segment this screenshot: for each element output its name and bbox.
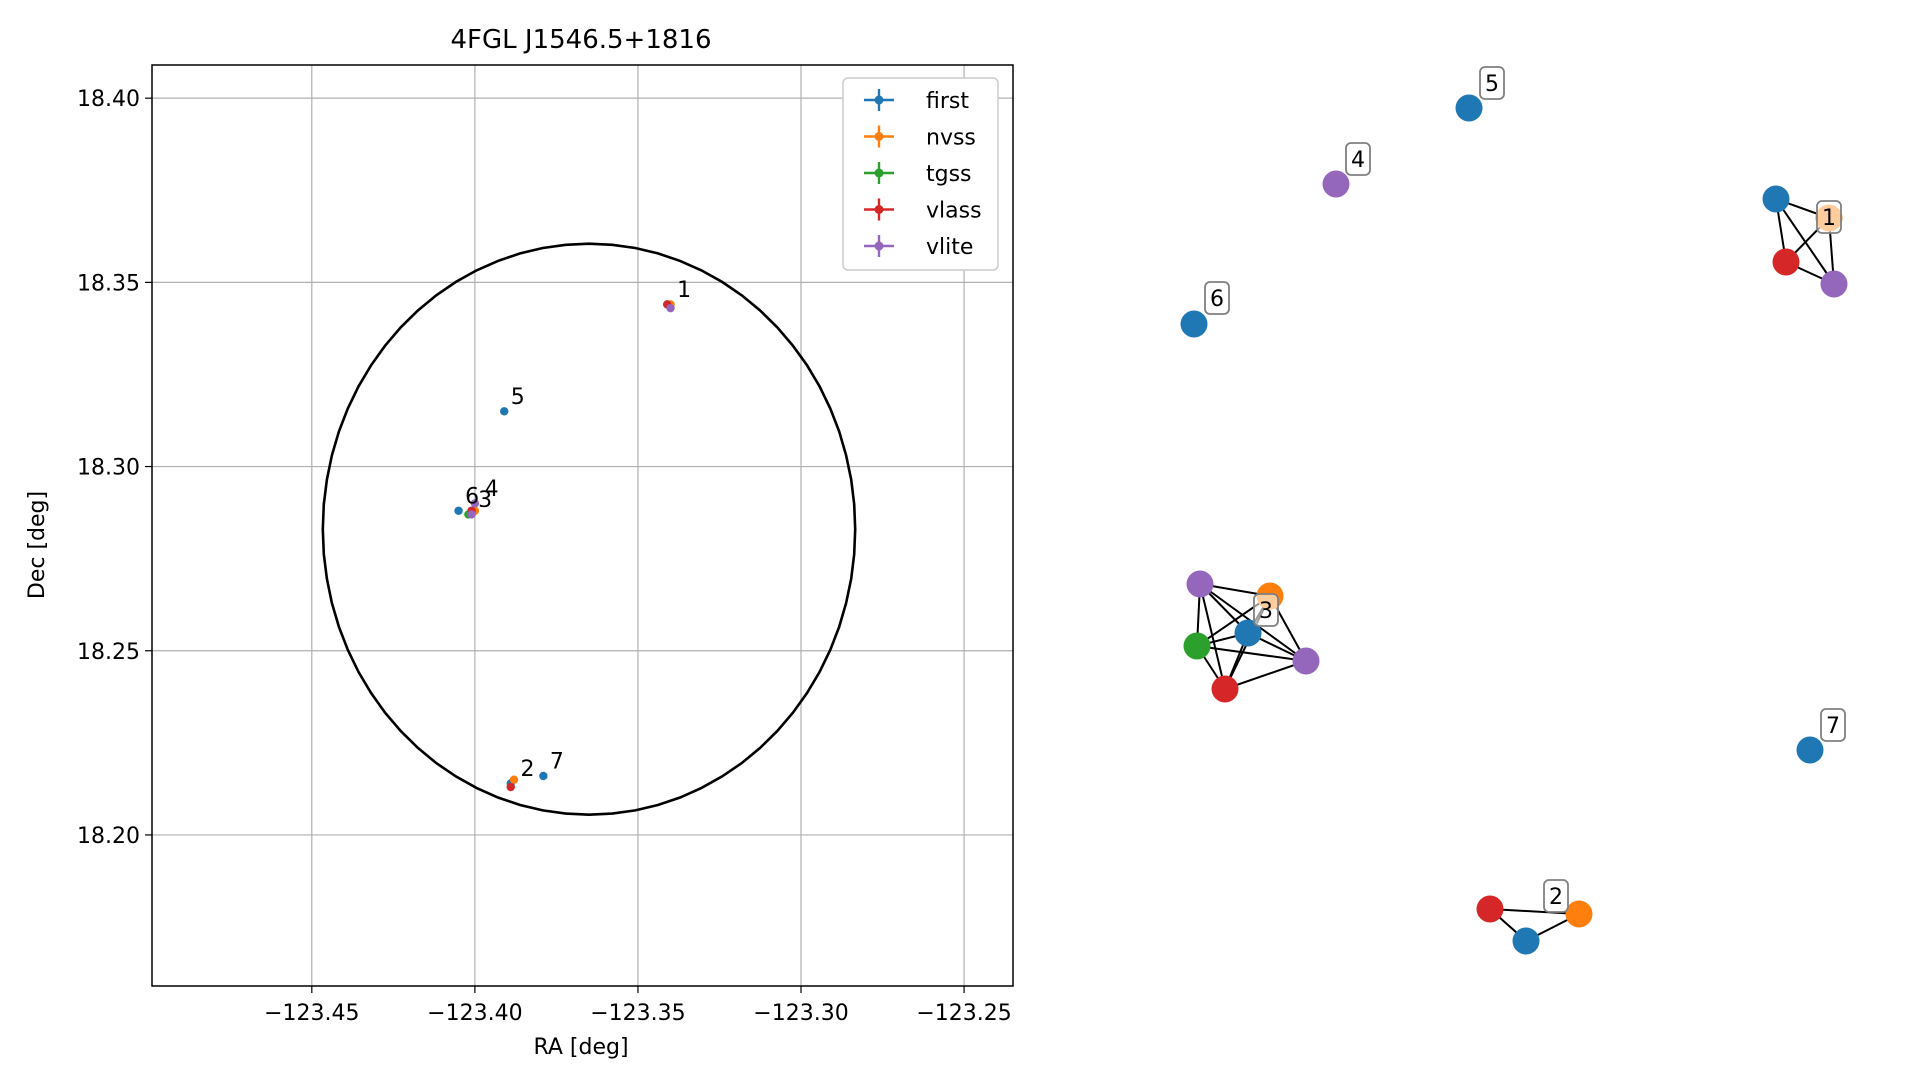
- legend-label-first: first: [926, 89, 969, 114]
- group-label-box: [1816, 200, 1842, 234]
- legend-dot-first: [874, 95, 884, 105]
- x-axis-label: RA [deg]: [533, 1035, 628, 1060]
- graph-edge: [1489, 908, 1580, 915]
- y-tick-label: 18.25: [77, 640, 140, 665]
- graph-node-vlite: [1322, 170, 1350, 198]
- group-label-box: [1820, 708, 1846, 742]
- group-label-box: [1479, 66, 1505, 100]
- legend-box: [842, 77, 999, 271]
- group-label: 2: [1549, 885, 1563, 910]
- x-tick-label: −123.45: [264, 1001, 359, 1026]
- point-label: 6: [465, 484, 479, 509]
- y-tick-label: 18.40: [77, 87, 140, 112]
- point-label: 3: [478, 488, 492, 513]
- point-first: [454, 506, 463, 515]
- point-first: [539, 771, 548, 781]
- graph-edge: [1224, 660, 1307, 690]
- legend-dot-vlite: [874, 241, 884, 251]
- graph-nodes: [1180, 94, 1848, 955]
- point-first: [500, 407, 509, 416]
- x-tick-label: −123.25: [916, 1001, 1011, 1026]
- group-label-box: [1543, 879, 1569, 913]
- group-label-box: [1253, 593, 1279, 627]
- plot-frame: [151, 64, 1014, 987]
- legend-label-tgss: tgss: [926, 162, 972, 187]
- x-tick-label: −123.35: [590, 1001, 685, 1026]
- graph-node-tgss: [1183, 632, 1211, 660]
- graph-node-vlite: [1820, 270, 1848, 298]
- legend-label-vlite: vlite: [926, 235, 973, 260]
- graph-edge: [1196, 645, 1307, 662]
- group-labels: 1 2 3 4 5 6 7: [1204, 66, 1846, 913]
- point-labels: 1 5 6 43 2 7: [465, 278, 691, 782]
- x-tick-label: −123.30: [753, 1001, 848, 1026]
- y-ticks: 18.20 18.25 18.30 18.35 18.40: [77, 87, 152, 849]
- graph-node-vlass: [1476, 895, 1504, 923]
- x-tick-label: −123.40: [427, 1001, 522, 1026]
- y-axis-label: Dec [deg]: [25, 491, 50, 599]
- graph-node-first: [1762, 185, 1790, 213]
- point-vlite: [470, 499, 480, 508]
- graph-edges: [1196, 198, 1835, 942]
- graph-node-first: [1234, 619, 1262, 647]
- data-points: [454, 300, 675, 792]
- group-label: 5: [1485, 72, 1499, 97]
- point-vlite: [666, 303, 675, 313]
- point-label: 2: [521, 757, 535, 782]
- graph-node-nvss: [1565, 900, 1593, 928]
- y-tick-label: 18.20: [77, 824, 140, 849]
- y-tick-label: 18.35: [77, 271, 140, 296]
- point-label: 1: [677, 278, 691, 303]
- graph-node-first: [1455, 94, 1483, 122]
- legend-dot-vlass: [874, 205, 884, 214]
- y-tick-label: 18.30: [77, 456, 140, 481]
- scatter-chart: 4FGL J1546.5+1816 RA [deg] Dec [deg] −12…: [25, 25, 1014, 1060]
- x-ticks: −123.45 −123.40 −123.35 −123.30 −123.25: [264, 986, 1012, 1026]
- group-label-box: [1204, 281, 1230, 315]
- point-vlite: [467, 510, 476, 519]
- graph-node-first: [1796, 736, 1824, 764]
- graph-node-vlite: [1292, 647, 1320, 675]
- legend-dot-nvss: [874, 132, 884, 141]
- graph-node-first: [1180, 310, 1208, 338]
- error-circle: [321, 242, 857, 817]
- point-label: 4: [485, 477, 499, 502]
- point-nvss: [509, 775, 519, 784]
- graph-node-vlass: [1772, 248, 1800, 276]
- group-label: 7: [1826, 714, 1840, 739]
- group-label: 3: [1259, 599, 1273, 624]
- graph-node-vlass: [1211, 675, 1239, 703]
- group-label: 4: [1351, 148, 1365, 173]
- group-label: 6: [1210, 287, 1224, 312]
- legend: first nvss tgss vlass vlite: [842, 77, 999, 271]
- point-label: 7: [550, 750, 564, 775]
- graph-node-first: [1512, 927, 1540, 955]
- point-vlass: [506, 782, 515, 792]
- group-label-box: [1345, 142, 1371, 176]
- graph-node-vlite: [1186, 570, 1214, 598]
- group-label: 1: [1822, 206, 1836, 231]
- legend-label-vlass: vlass: [926, 199, 982, 224]
- chart-title: 4FGL J1546.5+1816: [451, 25, 712, 55]
- point-label: 5: [511, 385, 525, 410]
- network-graph: 1 2 3 4 5 6 7: [1180, 66, 1848, 955]
- legend-dot-tgss: [874, 168, 884, 178]
- legend-label-nvss: nvss: [926, 126, 976, 151]
